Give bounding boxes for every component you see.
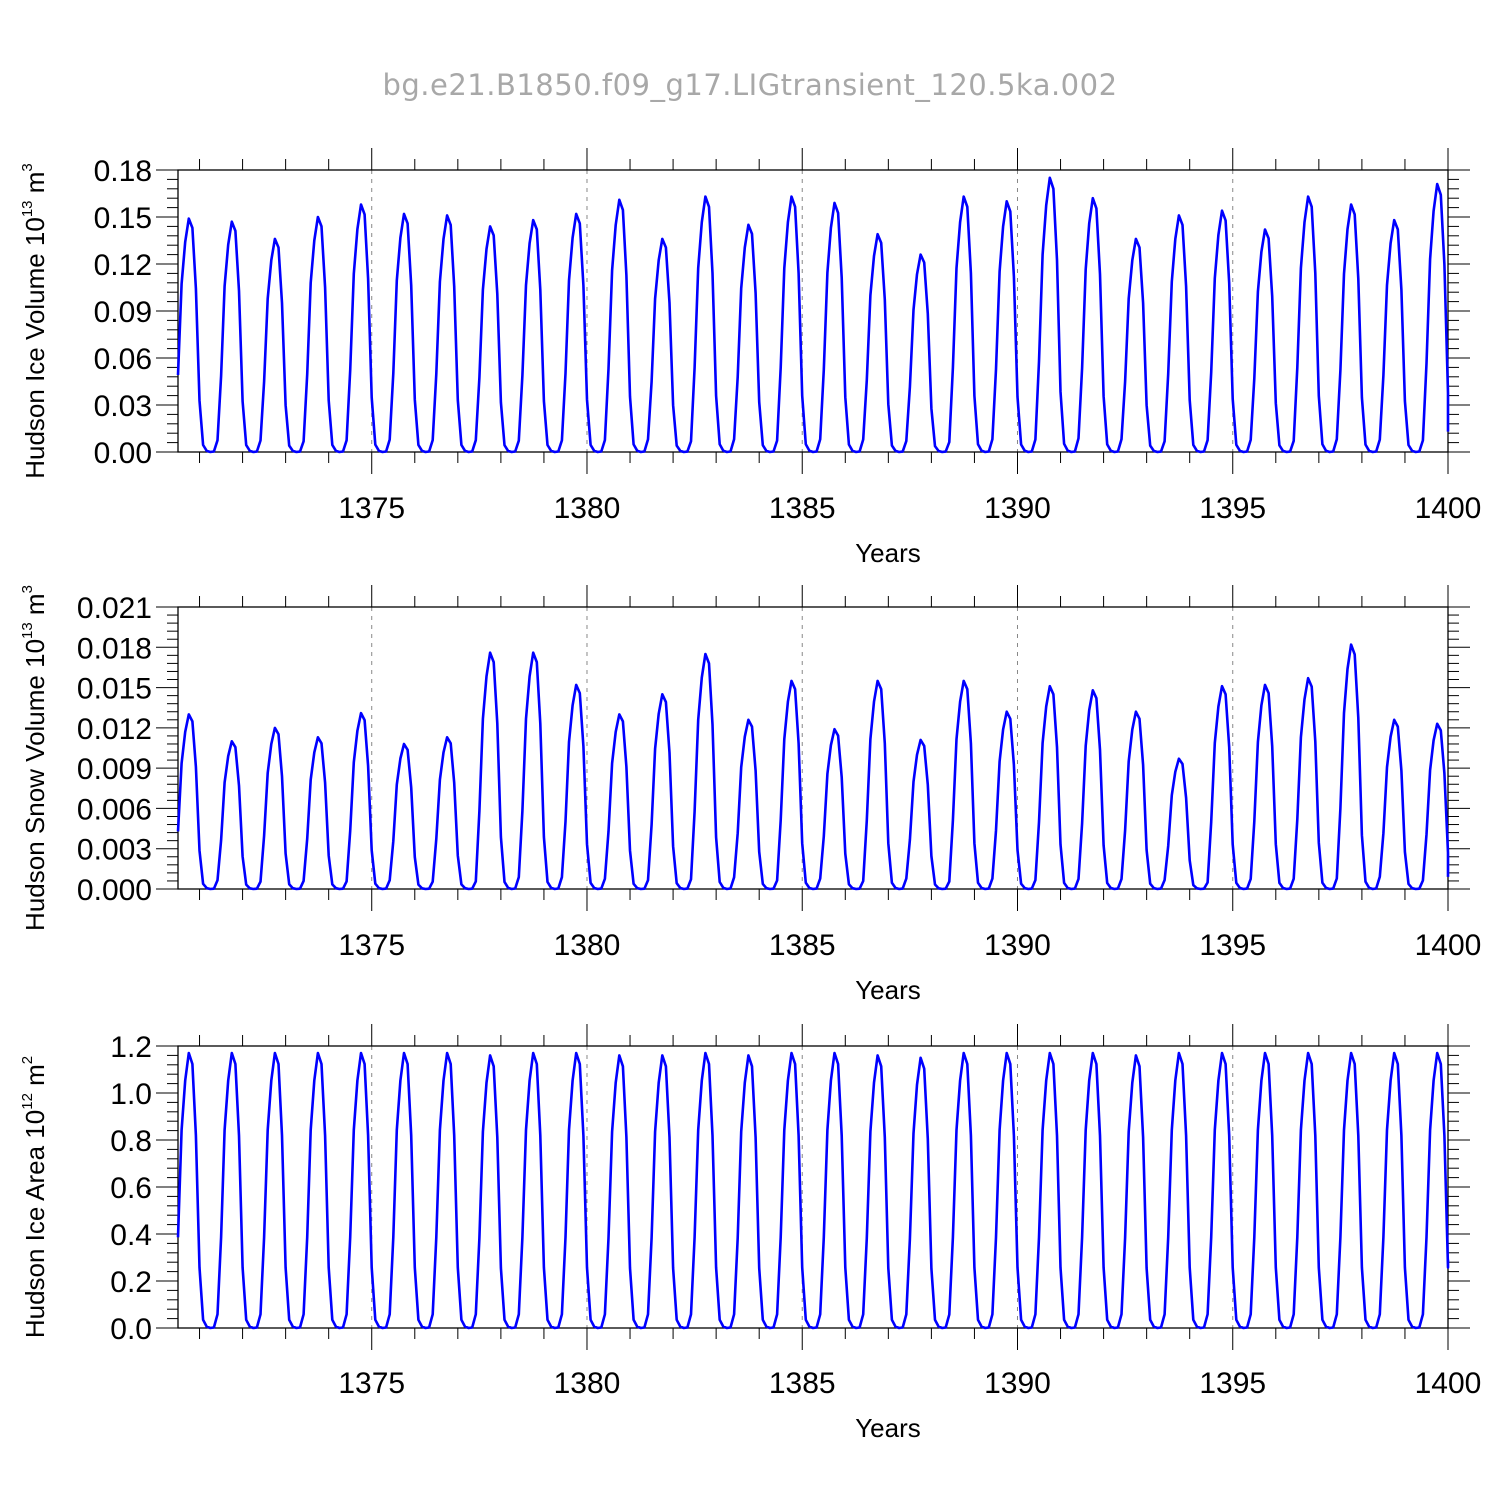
- x-tick-label: 1385: [769, 1367, 836, 1400]
- panel-ice-area: 1375 1380 1385 1390 1395 1400 0.0 0.2 0.4 0.6 0.8 1…: [19, 1024, 1481, 1443]
- data-series-line: [176, 176, 1450, 454]
- y-axis-title: Hudson Snow Volume 1013 m3: [19, 585, 50, 931]
- y-tick-label: 0.009: [77, 753, 152, 786]
- y-tick-label: 1.0: [110, 1078, 152, 1111]
- x-tick-label: 1375: [338, 929, 405, 962]
- x-tick-label: 1385: [769, 929, 836, 962]
- x-tick-label: 1395: [1199, 929, 1266, 962]
- y-tick-label: 0.18: [94, 155, 152, 188]
- x-tick-label: 1400: [1415, 492, 1482, 525]
- y-tick-label: 0.00: [94, 437, 152, 470]
- x-tick-label: 1390: [984, 1367, 1051, 1400]
- panel-ice-volume: 1375 1380 1385 1390 1395 1400 0.00 0.03 0.06 0.09…: [19, 148, 1481, 568]
- y-tick-label: 0.8: [110, 1125, 152, 1158]
- y-tick-label: 0.12: [94, 249, 152, 282]
- y-tick-label: 0.015: [77, 673, 152, 706]
- y-tick-label: 0.0: [110, 1313, 152, 1346]
- x-tick-label: 1385: [769, 492, 836, 525]
- panel-snow-volume: 1375 1380 1385 1390 1395 1400 0.000 0.003 0.006 0…: [19, 585, 1481, 1005]
- x-tick-label: 1375: [338, 1367, 405, 1400]
- y-tick-label: 1.2: [110, 1031, 152, 1064]
- y-tick-label: 0.6: [110, 1172, 152, 1205]
- x-tick-label: 1380: [554, 1367, 621, 1400]
- y-tick-label: 0.09: [94, 296, 152, 329]
- x-tick-label: 1380: [554, 492, 621, 525]
- x-tick-label: 1375: [338, 492, 405, 525]
- x-axis-title: Years: [855, 538, 921, 568]
- x-tick-label: 1400: [1415, 929, 1482, 962]
- y-tick-label: 0.012: [77, 713, 152, 746]
- x-tick-label: 1395: [1199, 1367, 1266, 1400]
- y-axis-title: Hudson Ice Volume 1013 m3: [19, 163, 50, 479]
- figure-title: bg.e21.B1850.f09_g17.LIGtransient_120.5k…: [382, 68, 1118, 102]
- data-series-line: [176, 643, 1450, 891]
- y-axis-title: Hudson Ice Area 1012 m2: [19, 1056, 50, 1338]
- x-tick-label: 1400: [1415, 1367, 1482, 1400]
- x-axis-title: Years: [855, 1413, 921, 1443]
- y-tick-label: 0.006: [77, 793, 152, 826]
- y-tick-label: 0.2: [110, 1266, 152, 1299]
- x-tick-label: 1390: [984, 929, 1051, 962]
- x-tick-label: 1395: [1199, 492, 1266, 525]
- x-tick-label: 1380: [554, 929, 621, 962]
- y-tick-label: 0.03: [94, 390, 152, 423]
- x-tick-label: 1390: [984, 492, 1051, 525]
- y-tick-label: 0.4: [110, 1219, 152, 1252]
- y-tick-label: 0.018: [77, 632, 152, 665]
- x-axis-title: Years: [855, 975, 921, 1005]
- y-tick-label: 0.06: [94, 343, 152, 376]
- y-tick-label: 0.000: [77, 874, 152, 907]
- data-series-line: [176, 1051, 1450, 1330]
- y-tick-label: 0.021: [77, 592, 152, 625]
- y-tick-label: 0.003: [77, 834, 152, 867]
- y-tick-label: 0.15: [94, 202, 152, 235]
